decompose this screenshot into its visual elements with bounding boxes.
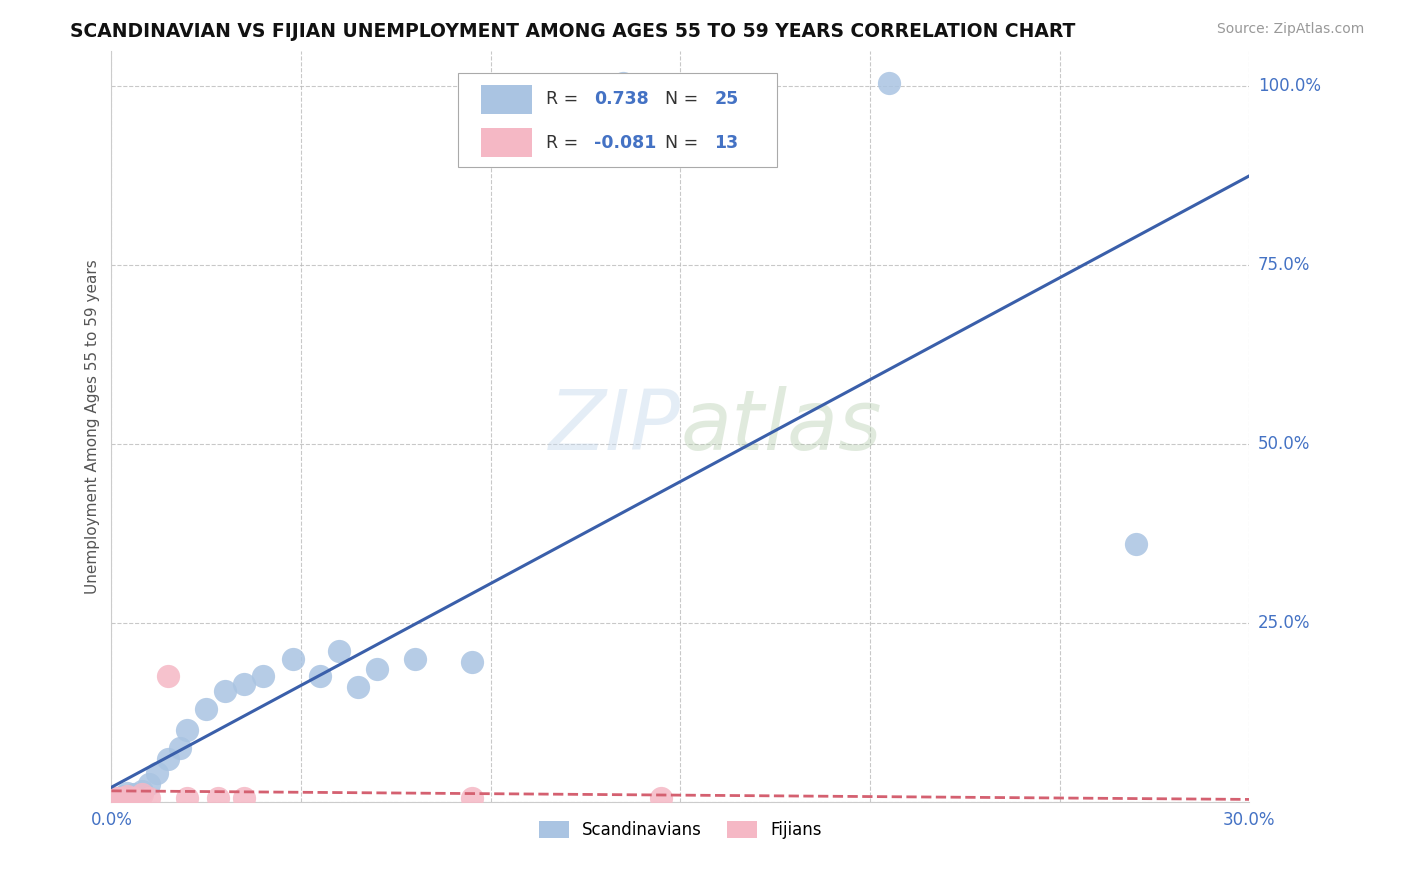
Text: 0.738: 0.738 (593, 90, 648, 109)
Point (138, 791, 160, 805)
Text: R =: R = (546, 134, 583, 152)
Point (157, 669, 180, 683)
Text: Source: ZipAtlas.com: Source: ZipAtlas.com (1216, 22, 1364, 37)
Point (176, 723, 198, 737)
Point (115, 786, 138, 800)
Text: ZIP: ZIP (548, 385, 681, 467)
Text: N =: N = (654, 90, 704, 109)
Point (146, 766, 169, 780)
Point (104, 791, 127, 805)
Point (138, 777, 160, 791)
Point (195, 701, 218, 715)
Text: R =: R = (546, 90, 583, 109)
Point (122, 791, 145, 805)
Point (233, 791, 256, 805)
Point (650, 791, 672, 805)
Text: 100.0%: 100.0% (1258, 78, 1320, 95)
Text: -0.081: -0.081 (593, 134, 657, 152)
Point (111, 791, 134, 805)
Point (233, 676, 256, 690)
Point (461, 791, 484, 805)
Point (347, 680, 370, 694)
Point (404, 651, 426, 665)
Point (111, 789, 134, 803)
Point (120, 791, 142, 805)
Point (252, 669, 274, 683)
Bar (481, 85, 533, 113)
Point (207, 791, 229, 805)
Y-axis label: Unemployment Among Ages 55 to 59 years: Unemployment Among Ages 55 to 59 years (86, 259, 100, 593)
Point (214, 683, 236, 698)
Point (104, 791, 127, 805)
Point (612, 76, 634, 90)
Text: 50.0%: 50.0% (1258, 435, 1310, 453)
Point (115, 789, 138, 803)
FancyBboxPatch shape (458, 73, 778, 167)
Legend: Scandinavians, Fijians: Scandinavians, Fijians (533, 814, 828, 846)
Point (157, 752, 180, 766)
Point (309, 669, 332, 683)
Point (108, 791, 131, 805)
Point (328, 644, 350, 658)
Text: 13: 13 (714, 134, 738, 152)
Point (169, 740, 191, 755)
Point (283, 651, 305, 665)
Text: SCANDINAVIAN VS FIJIAN UNEMPLOYMENT AMONG AGES 55 TO 59 YEARS CORRELATION CHART: SCANDINAVIAN VS FIJIAN UNEMPLOYMENT AMON… (70, 22, 1076, 41)
Text: atlas: atlas (681, 385, 882, 467)
Point (108, 791, 131, 805)
Text: 25: 25 (714, 90, 738, 109)
Point (176, 791, 198, 805)
Text: N =: N = (654, 134, 704, 152)
Point (877, 76, 900, 90)
Point (131, 784, 153, 798)
Text: 75.0%: 75.0% (1258, 256, 1310, 274)
Bar (481, 128, 533, 157)
Point (366, 662, 388, 676)
Point (461, 655, 484, 669)
Point (122, 788, 145, 802)
Text: 25.0%: 25.0% (1258, 614, 1310, 632)
Point (1125, 537, 1147, 551)
Point (131, 788, 153, 802)
Point (127, 789, 149, 803)
